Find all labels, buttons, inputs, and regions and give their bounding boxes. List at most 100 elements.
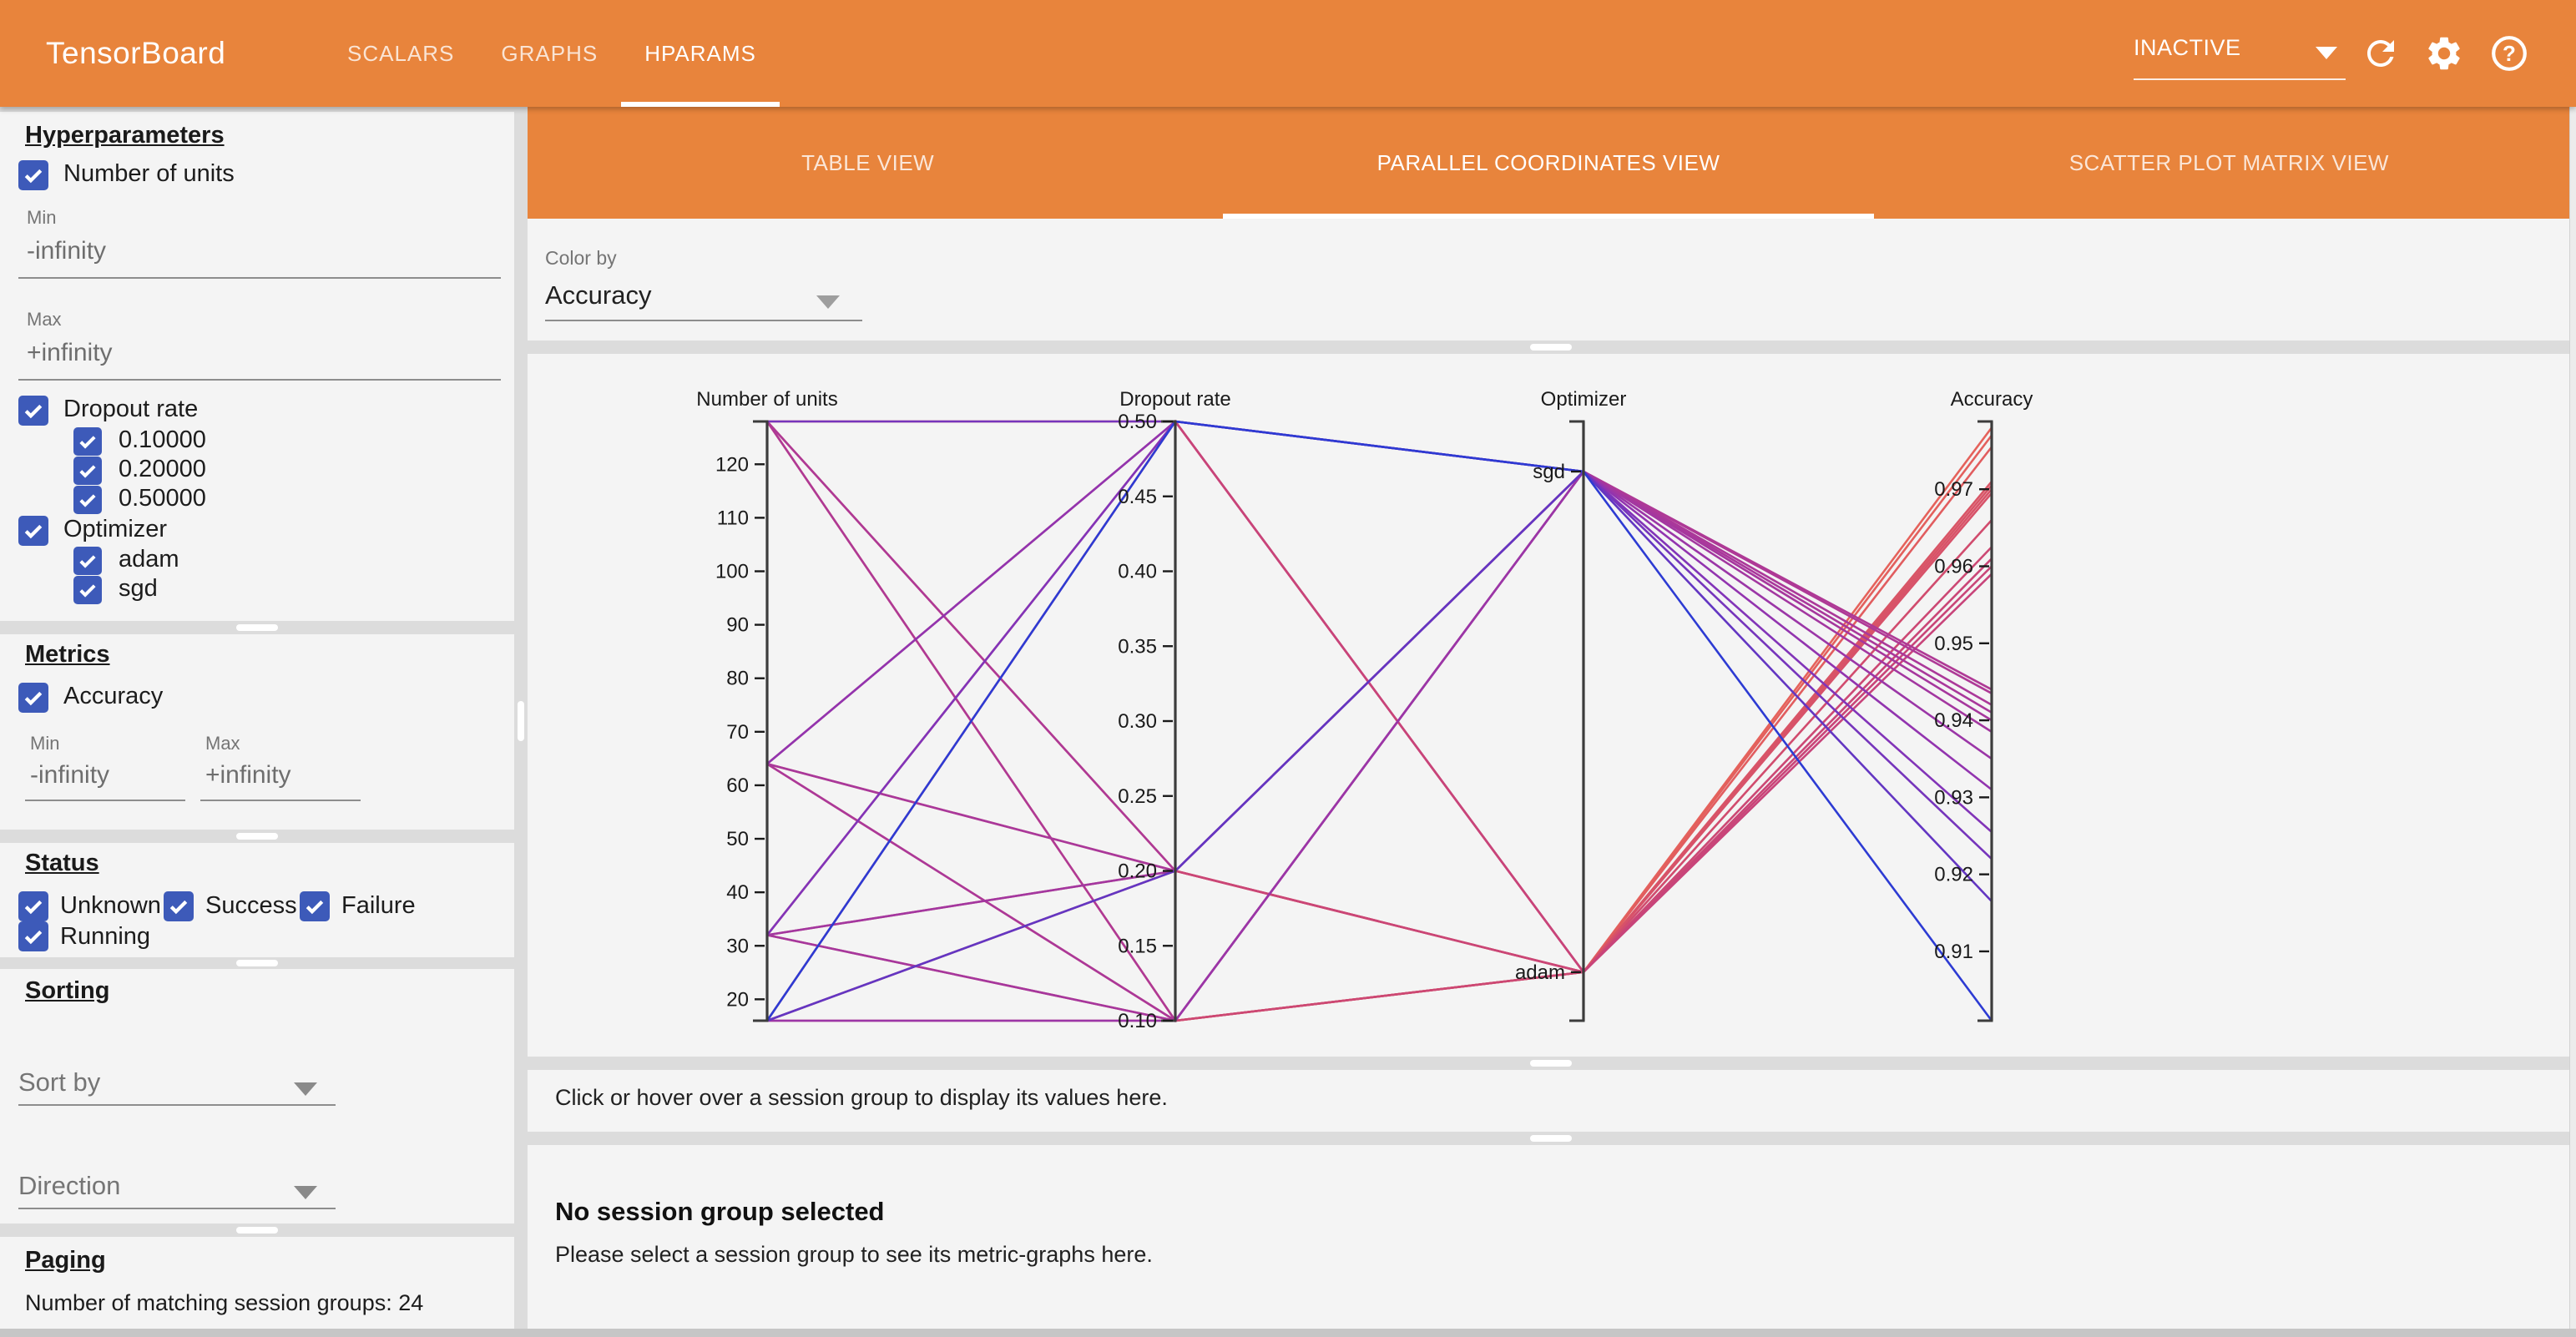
tab-hparams[interactable]: HPARAMS	[621, 0, 780, 107]
session-values-card: Click or hover over a session group to d…	[528, 1070, 2569, 1132]
units-max-input[interactable]: +infinity	[27, 339, 113, 366]
svg-text:100: 100	[715, 561, 749, 583]
resize-handle[interactable]	[1530, 1135, 1572, 1142]
bottom-scrollbar[interactable]	[0, 1329, 2576, 1337]
no-selection-body: Please select a session group to see its…	[555, 1242, 1153, 1267]
dropout-rate-label: Dropout rate	[63, 396, 199, 422]
color-by-dropdown[interactable]: Accuracy	[545, 280, 652, 310]
svg-text:0.93: 0.93	[1934, 786, 1973, 809]
svg-text:0.92: 0.92	[1934, 864, 1973, 886]
parallel-coordinates-svg[interactable]: Number of units 20 30 40 50 60 70 80 90 100 110 120…	[528, 354, 2569, 1057]
svg-text:Accuracy: Accuracy	[1951, 388, 2033, 411]
session-group-line[interactable]	[766, 558, 1993, 1022]
accuracy-checkbox[interactable]	[18, 683, 48, 713]
svg-text:120: 120	[715, 453, 749, 476]
sort-by-select[interactable]: Sort by	[18, 1067, 101, 1097]
status-running-checkbox[interactable]	[18, 921, 48, 951]
optimizer-sgd-checkbox[interactable]	[73, 576, 102, 604]
session-group-line[interactable]	[765, 420, 1993, 1022]
svg-text:0.40: 0.40	[1118, 561, 1157, 583]
metric-max-input[interactable]: +infinity	[205, 761, 291, 789]
status-unknown-checkbox[interactable]	[18, 891, 48, 921]
svg-text:40: 40	[726, 881, 749, 904]
svg-text:0.91: 0.91	[1934, 941, 1973, 963]
svg-text:70: 70	[726, 721, 749, 744]
tab-scalars[interactable]: SCALARS	[347, 40, 455, 66]
session-group-line[interactable]	[766, 481, 1993, 974]
session-group-count: Number of matching session groups: 24	[25, 1290, 424, 1315]
optimizer-adam-checkbox[interactable]	[73, 547, 102, 575]
svg-text:0.95: 0.95	[1934, 633, 1973, 655]
session-group-line[interactable]	[766, 420, 1993, 791]
svg-text:0.10: 0.10	[1118, 1010, 1157, 1032]
resize-handle[interactable]	[1530, 344, 1572, 351]
status-failure-checkbox[interactable]	[300, 891, 330, 921]
session-group-line[interactable]	[766, 488, 1993, 974]
status-title: Status	[25, 850, 99, 876]
dropout-0.20000-checkbox[interactable]	[73, 457, 102, 485]
optimizer-value-label: sgd	[119, 575, 158, 602]
metrics-panel: Metrics Accuracy Min -infinity Max +infi…	[0, 634, 514, 830]
paging-title: Paging	[25, 1247, 106, 1274]
scrollbar-track[interactable]	[2569, 107, 2576, 1337]
session-group-line[interactable]	[766, 446, 1993, 1022]
direction-select[interactable]: Direction	[18, 1171, 121, 1200]
svg-text:110: 110	[717, 507, 749, 529]
hyperparameters-panel: Hyperparameters Number of units Min -inf…	[0, 112, 514, 621]
dropout-value-label: 0.20000	[119, 456, 206, 482]
svg-text:0.97: 0.97	[1934, 478, 1973, 501]
refresh-icon[interactable]	[2361, 33, 2401, 73]
sidebar-resize-handle[interactable]	[518, 701, 524, 741]
status-option-label: Unknown	[60, 892, 161, 919]
dropout-0.50000-checkbox[interactable]	[73, 486, 102, 514]
paging-panel: Paging Number of matching session groups…	[0, 1237, 514, 1329]
dropout-0.10000-checkbox[interactable]	[73, 427, 102, 456]
tab-scatter-plot-matrix-view[interactable]: SCATTER PLOT MATRIX VIEW	[2068, 149, 2389, 175]
number-of-units-checkbox[interactable]	[18, 160, 48, 190]
metric-min-input[interactable]: -infinity	[30, 761, 110, 789]
metric-min-label: Min	[30, 733, 60, 754]
dropout-rate-checkbox[interactable]	[18, 396, 48, 426]
app-header: TensorBoard SCALARS GRAPHS HPARAMS INACT…	[0, 0, 2576, 107]
parallel-coordinates-chart[interactable]: Number of units 20 30 40 50 60 70 80 90 100 110 120…	[528, 354, 2569, 1057]
session-group-line[interactable]	[765, 421, 1993, 1023]
svg-text:adam: adam	[1515, 961, 1565, 984]
session-group-line[interactable]	[766, 470, 1993, 1022]
status-success-checkbox[interactable]	[164, 891, 194, 921]
app-title: TensorBoard	[46, 36, 226, 70]
resize-handle[interactable]	[236, 1227, 278, 1234]
run-status-dropdown[interactable]: INACTIVE	[2134, 25, 2346, 80]
optimizer-label: Optimizer	[63, 516, 168, 542]
svg-text:60: 60	[726, 774, 749, 797]
help-icon[interactable]: ?	[2489, 33, 2529, 73]
status-option-label: Failure	[341, 892, 416, 919]
svg-text:0.94: 0.94	[1934, 709, 1973, 732]
tab-table-view[interactable]: TABLE VIEW	[801, 149, 935, 175]
svg-text:80: 80	[726, 668, 749, 690]
settings-gear-icon[interactable]	[2424, 33, 2464, 73]
session-group-line[interactable]	[767, 420, 1993, 860]
resize-handle[interactable]	[236, 960, 278, 966]
resize-handle[interactable]	[236, 833, 278, 840]
dropout-value-label: 0.10000	[119, 426, 206, 453]
number-of-units-label: Number of units	[63, 160, 235, 187]
svg-text:Number of units: Number of units	[696, 388, 837, 411]
chevron-down-icon	[294, 1082, 317, 1096]
run-status-value: INACTIVE	[2134, 35, 2241, 60]
sorting-panel: Sorting Sort by Direction	[0, 969, 514, 1223]
svg-text:0.35: 0.35	[1118, 635, 1157, 658]
metric-graphs-card: No session group selected Please select …	[528, 1145, 2569, 1329]
session-group-line[interactable]	[767, 470, 1993, 1022]
resize-handle[interactable]	[236, 624, 278, 631]
session-group-line[interactable]	[765, 419, 1993, 1022]
optimizer-checkbox[interactable]	[18, 516, 48, 546]
session-group-line[interactable]	[765, 421, 1993, 1022]
accuracy-label: Accuracy	[63, 683, 164, 709]
session-group-line[interactable]	[767, 546, 1993, 1022]
units-min-label: Min	[27, 207, 57, 228]
units-min-input[interactable]: -infinity	[27, 237, 107, 265]
tab-graphs[interactable]: GRAPHS	[501, 40, 599, 66]
resize-handle[interactable]	[1530, 1060, 1572, 1067]
tab-parallel-coordinates-view[interactable]: PARALLEL COORDINATES VIEW	[1208, 107, 1888, 219]
